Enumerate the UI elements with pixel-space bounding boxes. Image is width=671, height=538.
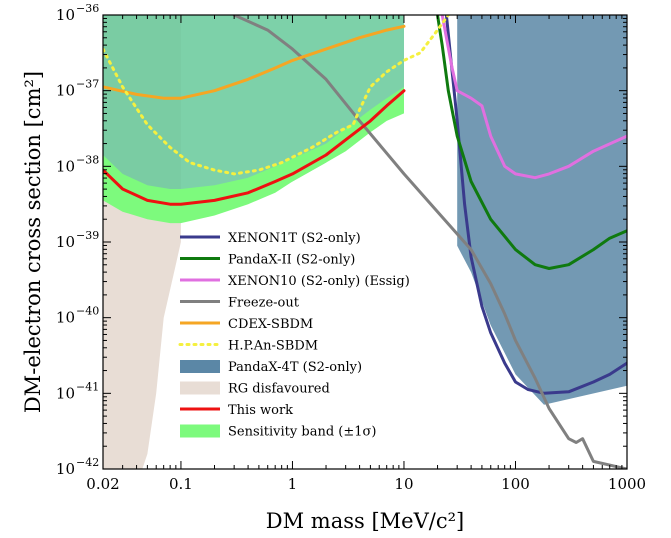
legend-label-this-work: This work: [228, 403, 293, 418]
legend-label-pandax-4t-s2-only: PandaX-4T (S2-only): [228, 360, 362, 375]
x-tick-label: 0.02: [86, 475, 119, 493]
x-tick-label: 1000: [608, 475, 646, 493]
green-exclusion-region: [103, 15, 404, 212]
legend-label-sensitivity-band-1: Sensitivity band (±1σ): [228, 425, 376, 440]
legend-label-xenon1t-s2-only: XENON1T (S2-only): [228, 231, 361, 246]
plot-area: [103, 15, 627, 469]
x-tick-labels: 0.02 0.1 1 10 100 1000: [86, 475, 646, 493]
y-tick-label: 10: [56, 384, 75, 402]
legend-label-h-p-an-sbdm: H.P.An-SBDM: [228, 339, 318, 354]
pandax-4t-region: [457, 15, 627, 405]
series-line-cdex-sbdm: [103, 24, 406, 100]
y-tick-label-exponent: −36: [76, 2, 99, 15]
y-tick-label-exponent: −39: [76, 229, 99, 242]
y-tick-label-exponent: −38: [76, 153, 99, 166]
x-tick-label: 100: [501, 475, 530, 493]
legend: XENON1T (S2-only) PandaX-II (S2-only) XENO…: [178, 231, 410, 440]
y-tick-label-exponent: −41: [76, 380, 99, 393]
series-line-pandax-ii-s2-only: [436, 15, 627, 270]
y-tick-label: 10: [56, 233, 75, 251]
x-tick-label: 1: [288, 475, 298, 493]
y-tick-label: 10: [56, 6, 75, 24]
y-tick-label: 10: [56, 460, 75, 478]
legend-label-pandax-ii-s2-only: PandaX-II (S2-only): [228, 253, 355, 268]
x-axis-title: DM mass [MeV/c²]: [266, 509, 464, 533]
y-tick-label: 10: [56, 157, 75, 175]
series-line-xenon10-s2-only-essig: [440, 15, 627, 180]
y-tick-label: 10: [56, 82, 75, 100]
sensitivity-band: [103, 86, 404, 224]
legend-swatch-pandax-4t-s2-only: [180, 360, 220, 373]
y-tick-label-exponent: −40: [76, 305, 99, 318]
legend-label-xenon10-s2-only-essig: XENON10 (S2-only) (Essig): [228, 274, 410, 289]
legend-label-cdex-sbdm: CDEX-SBDM: [228, 317, 313, 332]
y-tick-label: 10: [56, 309, 75, 327]
series-line-freeze-out: [232, 15, 627, 469]
series-line-h-p-an-sbdm: [103, 15, 450, 176]
legend-label-freeze-out: Freeze-out: [228, 296, 300, 311]
axis-ticks: [102, 14, 627, 470]
series-line-this-work: [103, 89, 406, 206]
legend-label-rg-disfavoured: RG disfavoured: [228, 382, 330, 397]
y-tick-label-exponent: −42: [76, 456, 99, 469]
x-tick-label: 10: [394, 475, 413, 493]
y-tick-label-exponent: −37: [76, 78, 99, 91]
legend-swatch-rg-disfavoured: [180, 381, 220, 395]
x-tick-label: 0.1: [169, 475, 193, 493]
legend-swatch-sensitivity-band-1: [180, 424, 220, 438]
y-axis-title: DM-electron cross section [cm²]: [21, 71, 45, 413]
